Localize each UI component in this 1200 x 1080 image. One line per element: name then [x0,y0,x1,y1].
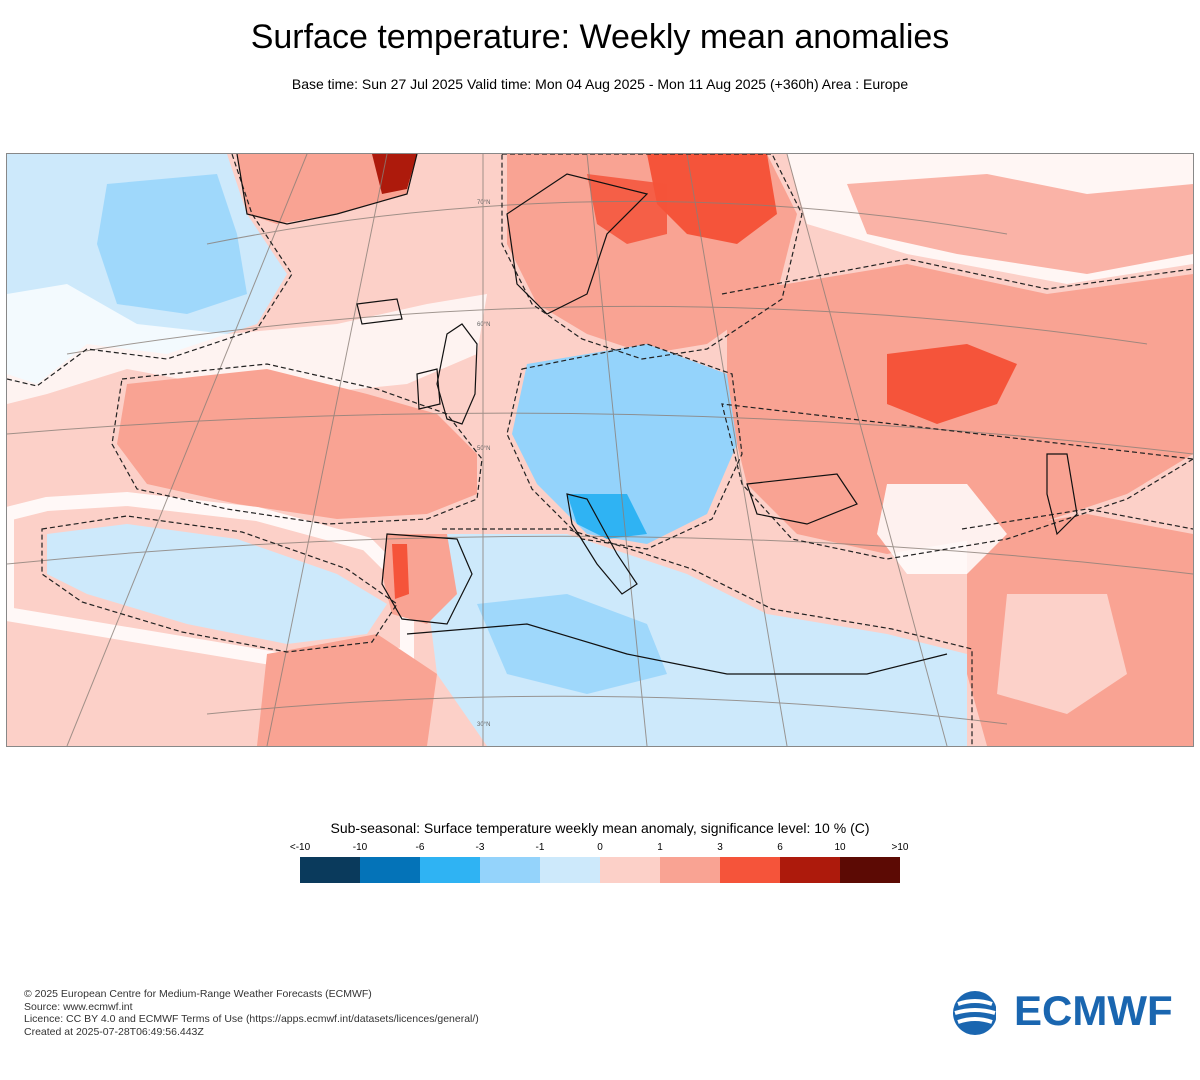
anomaly-map: 70°N 60°N 50°N 30°N [6,153,1194,747]
ecmwf-logo-icon [953,991,1008,1035]
ecmwf-logo-text: ECMWF [1014,987,1173,1034]
coastline-iceland [356,298,403,325]
warm-region-urals [847,174,1193,274]
meridian-w20 [66,154,308,746]
parallel-40n [7,535,1193,575]
warm-region-portugal [392,544,409,599]
contour-subtropical-cool [41,515,398,653]
legend-colorbar [300,857,900,883]
cool-region-subtropical-atlantic [47,524,387,644]
legend-swatch [480,857,540,883]
legend-tick: >10 [891,842,909,853]
coastline-scandinavia [506,173,649,315]
coastline-black-sea [746,473,858,525]
parallel-30n [206,695,1008,725]
legend-tick: 3 [717,842,723,853]
contour-scandinavia [501,154,803,360]
contour-mediterranean [442,528,973,746]
coastline-greenland [236,154,418,225]
warm-region-greenland [237,154,417,224]
ecmwf-logo: ECMWF [952,987,1182,1036]
meridian-e20 [686,154,788,746]
footer-licence: Licence: CC BY 4.0 and ECMWF Terms of Us… [24,1013,479,1025]
coastlines [236,154,1078,675]
graticule-label-70n: 70°N [477,200,490,206]
cool-region-atlantic-north-core [97,174,247,314]
legend-swatch [420,857,480,883]
legend-swatch [660,857,720,883]
legend-swatch [840,857,900,883]
cool-region-italy-core [567,494,647,539]
contour-eastern-europe [721,258,1193,560]
contour-middle-east [961,508,1193,530]
coastline-caspian [1046,453,1078,536]
parallel-50n [7,412,1193,455]
warm-region-northern-russia [647,154,777,244]
warm-region-greenland-core [372,154,417,194]
graticule [7,154,1193,746]
legend-tick: -1 [535,842,545,853]
meridian-w10 [266,154,388,746]
footer-credits: © 2025 European Centre for Medium-Range … [24,988,479,1038]
legend-swatch [720,857,780,883]
cool-region-mediterranean-core [477,594,667,694]
legend-tick: 6 [777,842,783,853]
neutral-region-arabia [997,594,1127,714]
graticule-label-60n: 60°N [477,322,490,328]
neutral-band-north [7,284,487,404]
legend-swatch [300,857,360,883]
legend-swatch [780,857,840,883]
warm-region-russia-core [887,344,1017,424]
chart-subtitle: Base time: Sun 27 Jul 2025 Valid time: M… [291,76,909,92]
meridian-e30 [786,154,948,746]
legend-swatch [360,857,420,883]
graticule-label-50n: 50°N [477,446,490,452]
footer-created: Created at 2025-07-28T06:49:56.443Z [24,1025,204,1038]
graticule-label-30n: 30°N [477,722,490,728]
neutral-region-anatolia [877,484,1007,574]
warm-region-finland [587,174,667,244]
meridian-e10 [586,154,648,746]
cool-region-mediterranean [427,534,967,746]
legend-tick: -10 [352,842,368,853]
legend-tick: 10 [834,842,846,853]
significance-contours [7,154,1193,746]
legend-tick: 0 [597,842,603,853]
contour-central-europe [506,343,743,550]
parallel-60n [66,305,1148,355]
coastline-ireland [416,368,441,410]
legend-title: Sub-seasonal: Surface temperature weekly… [330,820,870,836]
chart-title: Surface temperature: Weekly mean anomali… [250,18,950,56]
footer-source: Source: www.ecmwf.int [24,1000,133,1013]
footer-copyright: © 2025 European Centre for Medium-Range … [24,988,372,1000]
legend-swatch [600,857,660,883]
contour-north-atlantic [7,154,293,387]
coastline-italy [566,493,638,595]
legend-tick: -3 [475,842,485,853]
legend-swatch [540,857,600,883]
legend-tick: -6 [415,842,425,853]
coastline-iberia [381,533,473,625]
warm-region-northwest-africa [257,634,437,746]
legend-tick: <-10 [289,842,311,853]
contour-atlantic-warm [111,363,483,525]
legend-tick: 1 [657,842,663,853]
graticule-labels: 70°N 60°N 50°N 30°N [477,200,490,728]
warm-region-central-atlantic [117,369,477,519]
coastline-north-africa [406,623,948,675]
parallel-70n [206,200,1008,245]
legend-ticks: <-10 -10 -6 -3 -1 0 1 3 6 10 >10 [290,842,909,854]
